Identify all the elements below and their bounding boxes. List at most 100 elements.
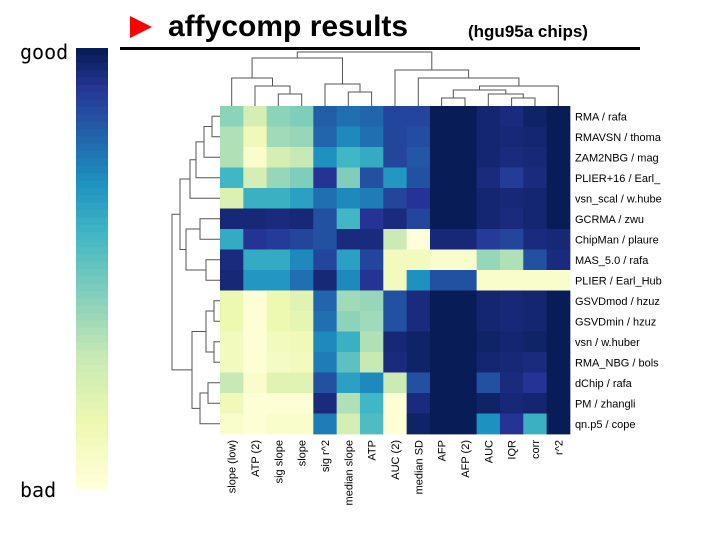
heatmap-cell <box>359 352 384 373</box>
heatmap-cell <box>266 331 291 353</box>
column-label: ATP (2) <box>250 440 262 477</box>
legend-color-step <box>76 467 108 476</box>
heatmap-cell <box>289 147 314 168</box>
heatmap-cell <box>359 290 384 312</box>
column-label: median SD <box>413 440 425 494</box>
heatmap-cell <box>383 188 408 209</box>
heatmap-cell <box>266 393 291 414</box>
column-label: r^2 <box>553 440 565 455</box>
heatmap-cell <box>289 331 314 353</box>
heatmap-cell <box>220 311 244 332</box>
legend-color-step <box>76 394 108 403</box>
heatmap-cell <box>406 106 431 127</box>
heatmap-cell <box>313 311 338 332</box>
heatmap-cell <box>453 270 478 291</box>
heatmap-cell <box>289 249 314 271</box>
legend-color-step <box>76 320 108 329</box>
heatmap-cell <box>453 372 478 394</box>
heatmap-cell <box>476 106 501 127</box>
heatmap-cell <box>220 393 244 414</box>
heatmap-cell <box>359 167 384 189</box>
heatmap-cell <box>383 372 408 394</box>
row-dendrogram-branch <box>207 382 220 404</box>
heatmap-cell <box>336 208 361 230</box>
heatmap-cell <box>523 393 548 414</box>
row-dendrogram-branch <box>199 218 220 240</box>
legend-color-step <box>76 151 108 160</box>
heatmap-cell <box>359 106 384 127</box>
heatmap-cell <box>546 352 571 373</box>
heatmap-cell <box>523 331 548 353</box>
legend-color-step <box>76 114 108 123</box>
legend-color-step <box>76 269 108 277</box>
legend-color-step <box>76 224 108 233</box>
heatmap-cell <box>383 393 408 414</box>
row-label: qn.p5 / cope <box>575 419 636 431</box>
heatmap-cell <box>406 331 431 353</box>
heatmap-cell <box>429 393 454 414</box>
heatmap-cell <box>266 126 291 148</box>
heatmap-cell <box>453 352 478 373</box>
heatmap-cell <box>243 188 268 209</box>
heatmap-cell <box>499 147 524 168</box>
heatmap-cell <box>359 270 384 291</box>
legend-color-step <box>76 276 108 285</box>
heatmap-cell <box>383 270 408 291</box>
heatmap-cell <box>546 126 571 148</box>
heatmap-cell <box>453 106 478 127</box>
heatmap-cell <box>476 126 501 148</box>
heatmap-cell <box>453 188 478 209</box>
heatmap-cell <box>243 147 268 168</box>
row-dendrogram-branch <box>171 213 192 371</box>
heatmap-cell <box>383 413 408 435</box>
column-dendrogram-branch <box>487 93 524 106</box>
legend-color-step <box>76 84 108 93</box>
legend-color-step <box>76 350 108 358</box>
column-dendrogram-branch <box>479 85 559 106</box>
heatmap-cell <box>406 393 431 414</box>
heatmap-cell <box>546 331 571 353</box>
legend-color-step <box>76 246 108 255</box>
column-dendrogram-branch <box>231 77 273 106</box>
heatmap-cell <box>476 352 501 373</box>
heatmap-cell <box>313 352 338 373</box>
heatmap-cell <box>499 229 524 250</box>
legend-color-step <box>76 165 108 174</box>
row-label: MAS_5.0 / rafa <box>575 255 649 267</box>
heatmap-cell <box>476 208 501 230</box>
heatmap-cell <box>406 126 431 148</box>
heatmap-cell <box>499 331 524 353</box>
legend-color-step <box>76 342 108 351</box>
legend-color-step <box>76 416 108 425</box>
heatmap-cell <box>243 372 268 394</box>
heatmap-cell <box>243 106 268 127</box>
legend-color-step <box>76 445 108 454</box>
legend-color-step <box>76 180 108 189</box>
heatmap-cell <box>266 188 291 209</box>
legend-bad-label: bad <box>20 478 57 502</box>
heatmap-cell <box>243 413 268 435</box>
heatmap-cell <box>523 352 548 373</box>
heatmap-cell <box>546 167 571 189</box>
column-label: sig r^2 <box>320 440 332 472</box>
heatmap-cell <box>336 188 361 209</box>
heatmap-cell <box>243 270 268 291</box>
heatmap-cell <box>476 413 501 435</box>
legend-color-step <box>76 217 108 226</box>
heatmap-cell <box>429 188 454 209</box>
heatmap-cell <box>546 393 571 414</box>
heatmap-cell <box>359 229 384 250</box>
heatmap-cell <box>220 372 244 394</box>
heatmap-cell <box>336 229 361 250</box>
column-label: ATP <box>367 440 379 461</box>
heatmap-cell <box>313 372 338 394</box>
heatmap-cell <box>383 331 408 353</box>
row-label: vsn / w.huber <box>575 337 640 349</box>
column-label: AFP (2) <box>460 440 472 478</box>
heatmap-cell <box>289 208 314 230</box>
heatmap-cell <box>499 188 524 209</box>
heatmap-cell <box>406 249 431 271</box>
heatmap-cell <box>453 229 478 250</box>
row-label: ChipMan / plaure <box>575 234 659 246</box>
play-arrow-icon <box>130 16 152 38</box>
